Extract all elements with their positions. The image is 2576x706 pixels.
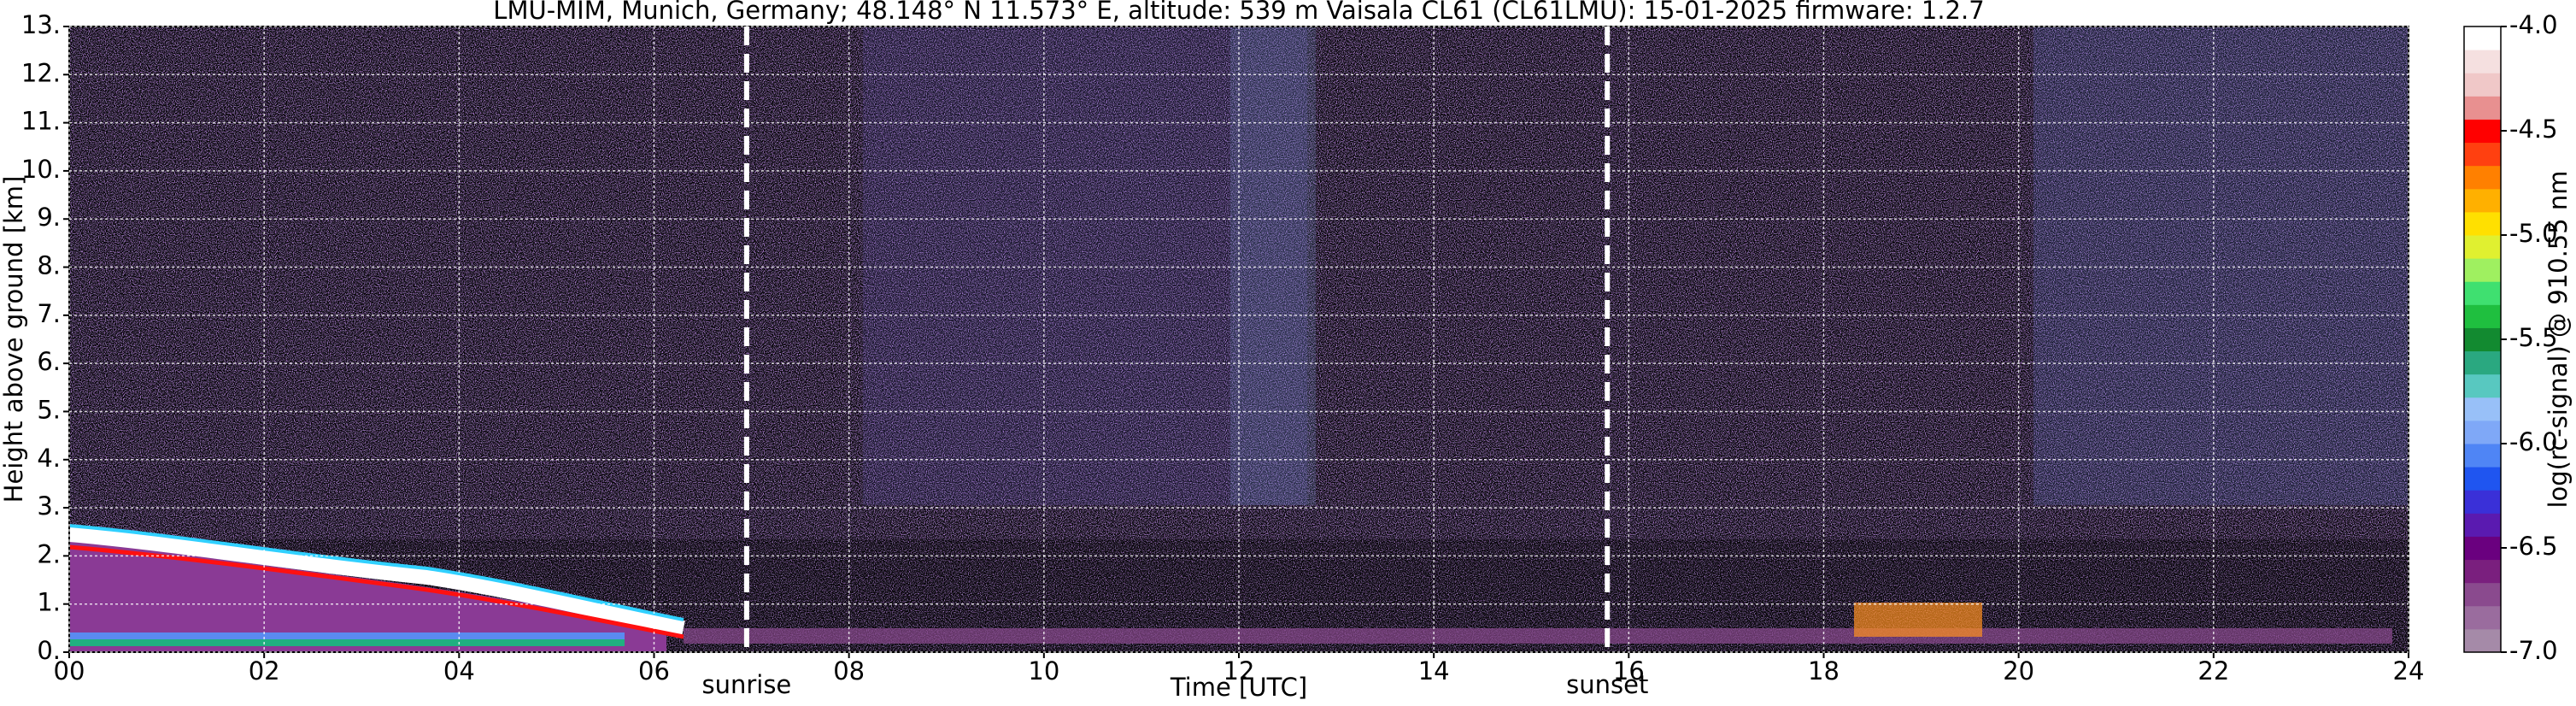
x-tick-label: 14 — [1418, 656, 1450, 685]
colorbar-swatch — [2464, 188, 2501, 213]
colorbar-swatch — [2464, 536, 2501, 561]
y-tick-label: 5. — [37, 395, 61, 424]
y-tick-label: 2. — [37, 539, 61, 568]
colorbar-swatch — [2464, 119, 2501, 144]
colorbar-tick-label: -6.5 — [2509, 532, 2558, 561]
colorbar-swatch — [2464, 142, 2501, 167]
x-tick-label: 12 — [1223, 656, 1255, 685]
x-tick-label: 00 — [54, 656, 85, 685]
x-tick-label: 24 — [2393, 656, 2425, 685]
chart-title: LMU-MIM, Munich, Germany; 48.148° N 11.5… — [493, 0, 1984, 25]
y-tick-label: 3. — [37, 491, 61, 521]
colorbar-tick-label: -6.0 — [2509, 427, 2558, 456]
colorbar-swatch — [2464, 50, 2501, 74]
colorbar-swatch — [2464, 605, 2501, 630]
colorbar-tick-label: -4.0 — [2509, 10, 2558, 39]
colorbar-tick-label: -5.5 — [2509, 323, 2558, 352]
colorbar-swatch — [2464, 304, 2501, 328]
y-axis-label: Height above ground [km] — [0, 176, 28, 503]
x-axis-label: Time [UTC] — [1170, 673, 1307, 702]
colorbar-swatch — [2464, 513, 2501, 537]
colorbar-swatch — [2464, 96, 2501, 120]
y-tick-label: 8. — [37, 251, 61, 280]
colorbar-swatch — [2464, 165, 2501, 190]
colorbar-tick-label: -5.0 — [2509, 219, 2558, 248]
colorbar-swatch — [2464, 327, 2501, 352]
y-tick-label: 12. — [21, 58, 61, 87]
y-tick-label: 9. — [37, 203, 61, 232]
colorbar-swatch — [2464, 559, 2501, 584]
y-tick-label: 13. — [21, 10, 61, 39]
x-tick-label: 16 — [1613, 656, 1645, 685]
colorbar-swatch — [2464, 235, 2501, 259]
colorbar-swatch — [2464, 281, 2501, 305]
x-tick-label: 10 — [1028, 656, 1059, 685]
y-tick-label: 11. — [21, 107, 61, 136]
colorbar-swatch — [2464, 444, 2501, 468]
x-tick-label: 20 — [2003, 656, 2034, 685]
colorbar-swatch — [2464, 211, 2501, 236]
colorbar-swatch — [2464, 73, 2501, 97]
colorbar-label: log(rc-signal) @ 910.55 nm — [2544, 170, 2573, 508]
x-tick-label: 02 — [249, 656, 280, 685]
y-tick-label: 4. — [37, 444, 61, 473]
colorbar-swatch — [2464, 258, 2501, 282]
event-label: sunset — [1566, 670, 1648, 699]
colorbar-swatch — [2464, 397, 2501, 421]
x-tick-label: 18 — [1808, 656, 1840, 685]
colorbar-tick-label: -7.0 — [2509, 636, 2558, 665]
colorbar-swatch — [2464, 420, 2501, 444]
colorbar-swatch — [2464, 467, 2501, 491]
event-label: sunrise — [701, 670, 791, 699]
y-tick-label: 7. — [37, 299, 61, 328]
y-tick-label: 1. — [37, 588, 61, 617]
colorbar-swatch — [2464, 490, 2501, 514]
x-tick-label: 04 — [443, 656, 475, 685]
colorbar-swatch — [2464, 582, 2501, 607]
colorbar-swatch — [2464, 26, 2501, 50]
x-tick-label: 08 — [833, 656, 865, 685]
y-tick-label: 10. — [21, 155, 61, 184]
colorbar-swatch — [2464, 374, 2501, 398]
y-tick-label: 0. — [37, 636, 61, 665]
colorbar-swatch — [2464, 350, 2501, 375]
colorbar-tick-label: -4.5 — [2509, 115, 2558, 144]
y-tick-label: 6. — [37, 347, 61, 376]
colorbar-swatch — [2464, 628, 2501, 653]
x-tick-label: 22 — [2198, 656, 2229, 685]
x-tick-label: 06 — [638, 656, 670, 685]
